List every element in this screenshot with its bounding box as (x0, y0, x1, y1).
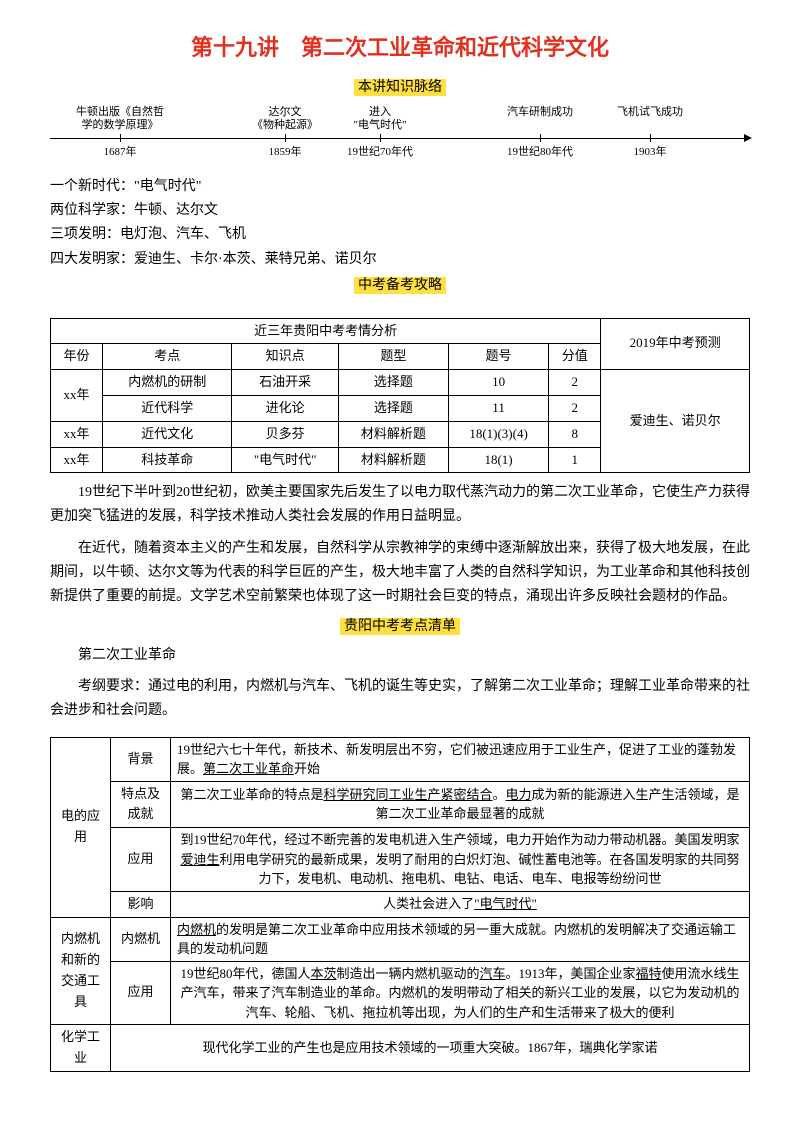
subsection-heading: 第二次工业革命 (78, 645, 750, 667)
timeline-event-top: 进入"电气时代" (330, 106, 430, 132)
summary-line: 一个新时代："电气时代" (50, 176, 750, 198)
paragraph-1: 19世纪下半叶到20世纪初，欧美主要国家先后发生了以电力取代蒸汽动力的第二次工业… (50, 481, 750, 529)
timeline-event-bottom: 1687年 (70, 144, 170, 162)
exam-points-label: 贵阳中考考点清单 (50, 616, 750, 638)
exam-strategy-label: 中考备考攻略 (50, 275, 750, 297)
timeline-event-bottom: 1903年 (600, 144, 700, 162)
summary-line: 三项发明：电灯泡、汽车、飞机 (50, 224, 750, 246)
page-title: 第十九讲 第二次工业革命和近代科学文化 (50, 30, 750, 65)
paragraph-2: 在近代，随着资本主义的产生和发展，自然科学从宗教神学的束缚中逐渐解放出来，获得了… (50, 537, 750, 608)
timeline-event-bottom: 19世纪80年代 (490, 144, 590, 162)
summary-line: 两位科学家：牛顿、达尔文 (50, 200, 750, 222)
summary-line: 四大发明家：爱迪生、卡尔·本茨、莱特兄弟、诺贝尔 (50, 249, 750, 271)
timeline-event-top: 汽车研制成功 (490, 106, 590, 119)
info-table: 电的应用 背景 19世纪六七十年代，新技术、新发明层出不穷，它们被迅速应用于工业… (50, 737, 750, 1072)
knowledge-thread-label: 本讲知识脉络 (50, 77, 750, 99)
timeline-event-bottom: 1859年 (235, 144, 335, 162)
timeline-event-top: 达尔文《物种起源》 (235, 106, 335, 132)
timeline: 牛顿出版《自然哲学的数学原理》 1687年 达尔文《物种起源》 1859年 进入"电气时… (50, 106, 750, 166)
timeline-event-top: 飞机试飞成功 (600, 106, 700, 119)
analysis-table: 近三年贵阳中考考情分析 2019年中考预测 年份考点知识点题型题号分值 xx年内… (50, 318, 750, 474)
timeline-event-bottom: 19世纪70年代 (330, 144, 430, 162)
timeline-event-top: 牛顿出版《自然哲学的数学原理》 (70, 106, 170, 132)
requirement-text: 考纲要求：通过电的利用，内燃机与汽车、飞机的诞生等史实，了解第二次工业革命；理解… (50, 675, 750, 723)
